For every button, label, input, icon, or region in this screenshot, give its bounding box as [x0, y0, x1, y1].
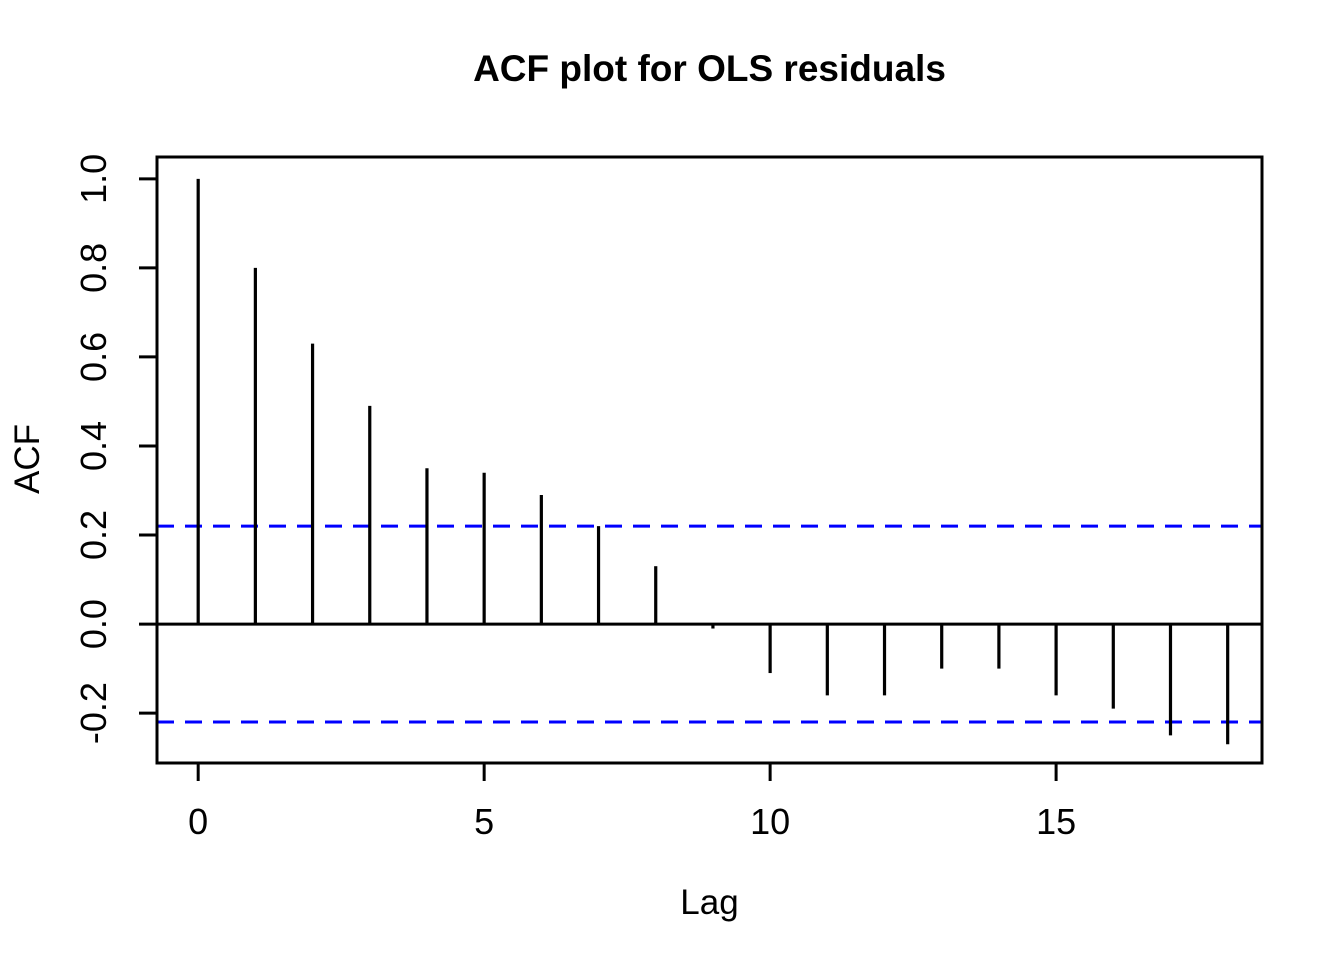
- x-tick-label: 10: [750, 801, 790, 842]
- y-tick-label: 0.4: [73, 421, 114, 471]
- y-tick-label: -0.2: [73, 682, 114, 744]
- plot-border: [155, 155, 1264, 765]
- x-axis-label: Lag: [680, 883, 739, 922]
- y-tick-label: 1.0: [73, 154, 114, 204]
- x-tick-label: 5: [474, 801, 494, 842]
- x-tick-label: 0: [188, 801, 208, 842]
- chart-title: ACF plot for OLS residuals: [473, 48, 946, 89]
- y-tick-label: 0.0: [73, 599, 114, 649]
- y-tick-label: 0.2: [73, 510, 114, 560]
- y-tick-label: 0.6: [73, 332, 114, 382]
- x-tick-label: 15: [1036, 801, 1076, 842]
- y-tick-label: 0.8: [73, 243, 114, 293]
